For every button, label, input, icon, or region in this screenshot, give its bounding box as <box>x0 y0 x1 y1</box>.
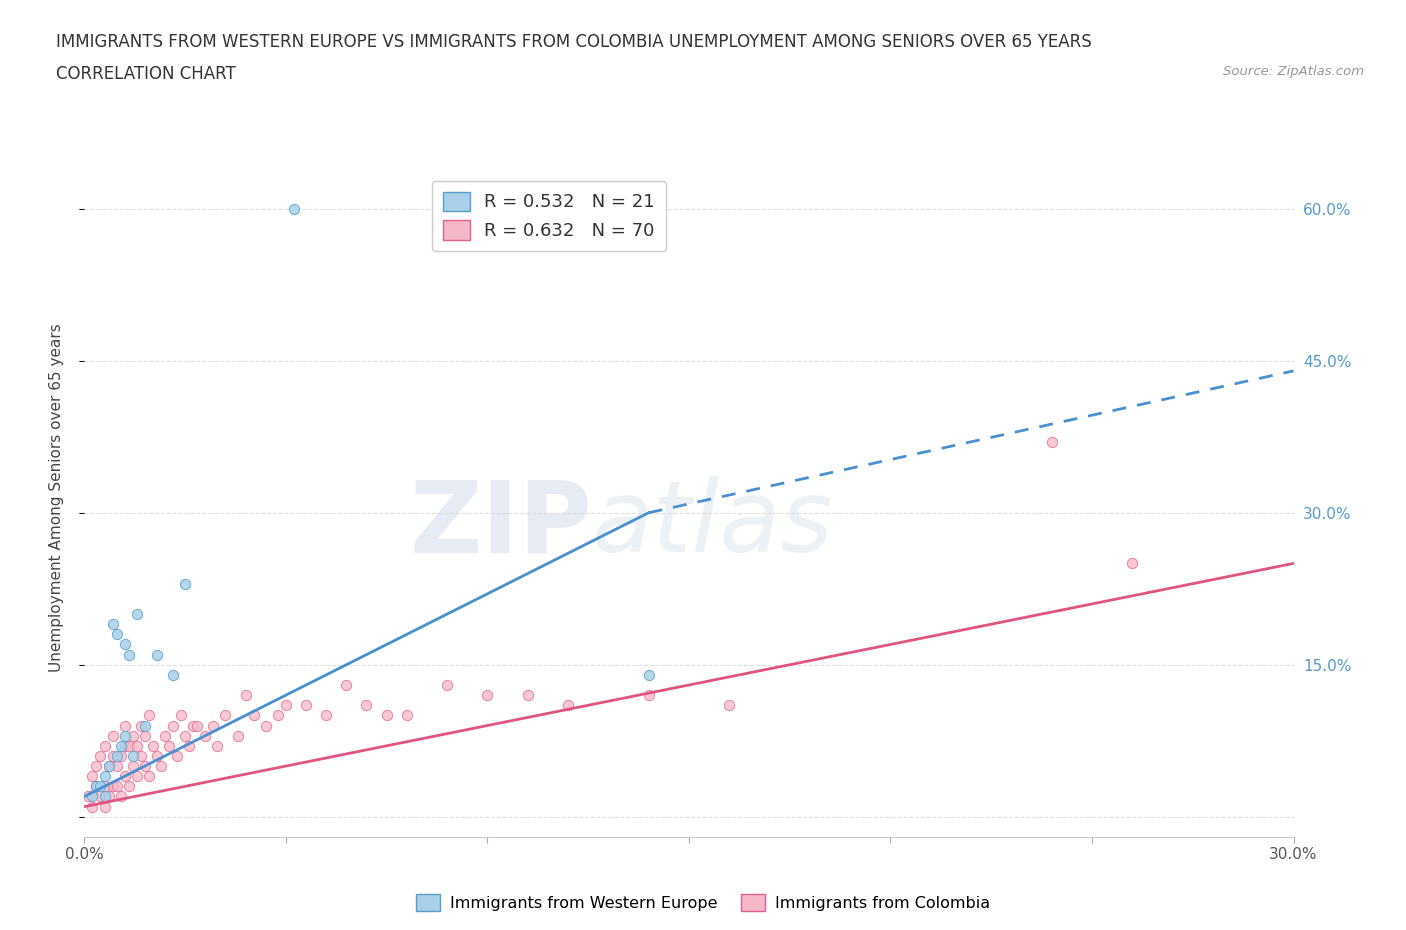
Text: Source: ZipAtlas.com: Source: ZipAtlas.com <box>1223 65 1364 78</box>
Point <box>214 708 236 723</box>
Point <box>86 779 108 794</box>
Point <box>718 698 741 712</box>
Point <box>174 728 197 743</box>
Point <box>125 738 148 753</box>
Point <box>86 759 108 774</box>
Point <box>114 637 136 652</box>
Point <box>97 759 120 774</box>
Point <box>105 749 128 764</box>
Point <box>105 759 128 774</box>
Text: ZIP: ZIP <box>409 476 592 573</box>
Point <box>134 728 156 743</box>
Point <box>93 779 115 794</box>
Point <box>235 687 257 702</box>
Point <box>194 728 217 743</box>
Point <box>1121 556 1143 571</box>
Point <box>93 799 115 814</box>
Point <box>242 708 264 723</box>
Point <box>356 698 378 712</box>
Point <box>516 687 538 702</box>
Point <box>97 759 120 774</box>
Point <box>118 647 141 662</box>
Point <box>637 687 659 702</box>
Point <box>89 789 111 804</box>
Point <box>86 779 108 794</box>
Point <box>295 698 318 712</box>
Point <box>283 201 305 216</box>
Point <box>101 749 124 764</box>
Point <box>134 718 156 733</box>
Point <box>174 577 197 591</box>
Point <box>202 718 225 733</box>
Point <box>134 759 156 774</box>
Point <box>110 738 132 753</box>
Point <box>179 738 201 753</box>
Point <box>637 668 659 683</box>
Point <box>557 698 579 712</box>
Point <box>121 728 143 743</box>
Point <box>138 769 160 784</box>
Point <box>170 708 193 723</box>
Point <box>157 738 180 753</box>
Point <box>101 617 124 631</box>
Legend: Immigrants from Western Europe, Immigrants from Colombia: Immigrants from Western Europe, Immigran… <box>409 888 997 917</box>
Point <box>436 678 458 693</box>
Point <box>121 759 143 774</box>
Point <box>162 718 184 733</box>
Point <box>146 749 169 764</box>
Point <box>97 789 120 804</box>
Point <box>207 738 229 753</box>
Y-axis label: Unemployment Among Seniors over 65 years: Unemployment Among Seniors over 65 years <box>49 324 63 671</box>
Point <box>1040 434 1063 449</box>
Point <box>121 749 143 764</box>
Point <box>149 759 172 774</box>
Text: atlas: atlas <box>592 476 834 573</box>
Point <box>77 789 100 804</box>
Point <box>274 698 297 712</box>
Point <box>146 647 169 662</box>
Point <box>226 728 249 743</box>
Point <box>267 708 290 723</box>
Point <box>110 749 132 764</box>
Point <box>315 708 337 723</box>
Point <box>181 718 204 733</box>
Point <box>129 749 152 764</box>
Point <box>125 606 148 621</box>
Point <box>93 789 115 804</box>
Text: IMMIGRANTS FROM WESTERN EUROPE VS IMMIGRANTS FROM COLOMBIA UNEMPLOYMENT AMONG SE: IMMIGRANTS FROM WESTERN EUROPE VS IMMIGR… <box>56 33 1092 50</box>
Point <box>93 738 115 753</box>
Point <box>375 708 398 723</box>
Point <box>335 678 357 693</box>
Text: CORRELATION CHART: CORRELATION CHART <box>56 65 236 83</box>
Point <box>162 668 184 683</box>
Point <box>110 789 132 804</box>
Point <box>114 769 136 784</box>
Point <box>166 749 188 764</box>
Point <box>186 718 208 733</box>
Point <box>89 749 111 764</box>
Point <box>105 779 128 794</box>
Point <box>114 738 136 753</box>
Point <box>101 779 124 794</box>
Legend: R = 0.532   N = 21, R = 0.632   N = 70: R = 0.532 N = 21, R = 0.632 N = 70 <box>432 180 666 251</box>
Point <box>142 738 165 753</box>
Point <box>125 769 148 784</box>
Point <box>101 728 124 743</box>
Point <box>477 687 499 702</box>
Point <box>153 728 176 743</box>
Point <box>89 779 111 794</box>
Point <box>93 769 115 784</box>
Point <box>129 718 152 733</box>
Point <box>118 738 141 753</box>
Point <box>138 708 160 723</box>
Point <box>82 789 104 804</box>
Point <box>105 627 128 642</box>
Point <box>114 718 136 733</box>
Point <box>82 769 104 784</box>
Point <box>395 708 418 723</box>
Point <box>114 728 136 743</box>
Point <box>254 718 277 733</box>
Point <box>118 779 141 794</box>
Point <box>82 799 104 814</box>
